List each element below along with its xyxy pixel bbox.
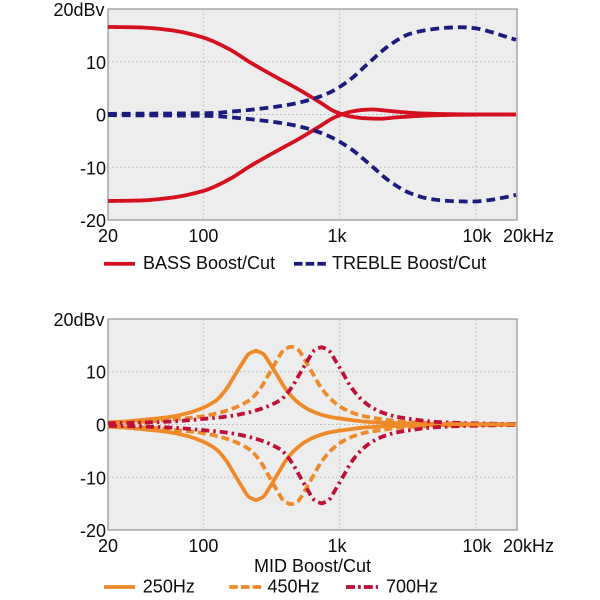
svg-text:-20: -20 — [80, 521, 106, 541]
svg-text:700Hz: 700Hz — [386, 577, 438, 597]
svg-text:20dBv: 20dBv — [53, 0, 104, 20]
svg-text:0: 0 — [96, 416, 106, 436]
svg-text:-20: -20 — [80, 211, 106, 231]
svg-text:1k: 1k — [327, 536, 347, 556]
svg-text:1k: 1k — [327, 226, 347, 246]
svg-text:-10: -10 — [80, 159, 106, 179]
svg-text:10: 10 — [86, 53, 106, 73]
svg-text:20: 20 — [98, 226, 118, 246]
svg-text:20dBv: 20dBv — [53, 310, 104, 330]
svg-text:20kHz: 20kHz — [503, 536, 554, 556]
svg-text:100: 100 — [188, 536, 218, 556]
svg-text:10k: 10k — [462, 226, 492, 246]
svg-text:10k: 10k — [462, 536, 492, 556]
svg-text:20: 20 — [98, 536, 118, 556]
svg-text:100: 100 — [188, 226, 218, 246]
svg-text:-10: -10 — [80, 468, 106, 488]
svg-text:10: 10 — [86, 363, 106, 383]
svg-text:BASS Boost/Cut: BASS Boost/Cut — [143, 253, 275, 273]
svg-text:MID Boost/Cut: MID Boost/Cut — [254, 556, 371, 576]
svg-text:20kHz: 20kHz — [503, 226, 554, 246]
svg-text:0: 0 — [96, 106, 106, 126]
svg-text:250Hz: 250Hz — [143, 577, 195, 597]
svg-text:450Hz: 450Hz — [268, 577, 320, 597]
svg-text:TREBLE Boost/Cut: TREBLE Boost/Cut — [332, 253, 486, 273]
